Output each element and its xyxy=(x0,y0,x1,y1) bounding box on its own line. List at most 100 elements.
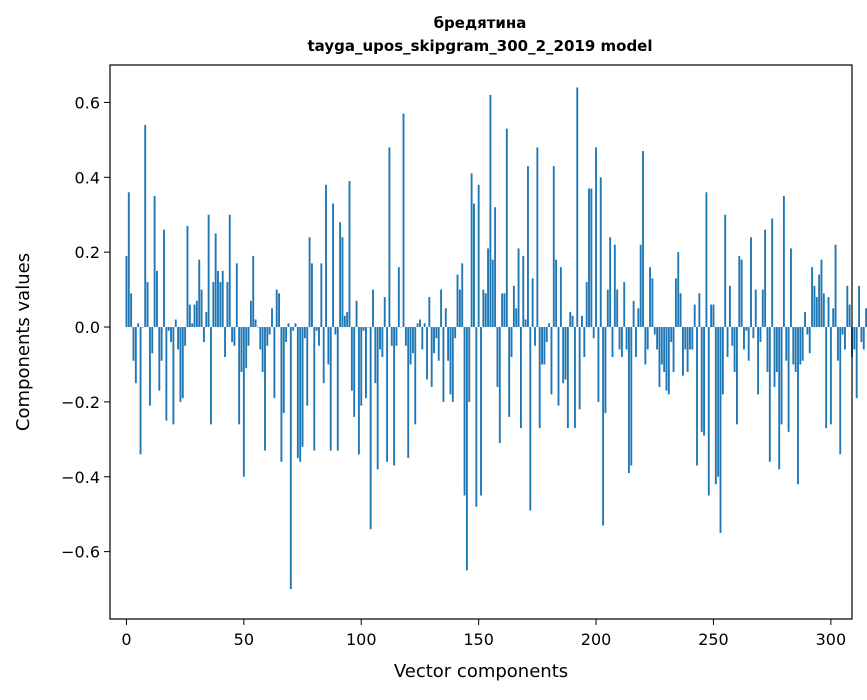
bar-144 xyxy=(464,327,466,495)
bar-29 xyxy=(194,305,196,327)
bar-272 xyxy=(764,230,766,327)
bar-302 xyxy=(835,245,837,327)
y-axis-label: Components values xyxy=(13,253,34,431)
bar-197 xyxy=(588,189,590,328)
bar-176 xyxy=(539,327,541,428)
bar-164 xyxy=(511,327,513,357)
bar-2 xyxy=(130,293,132,327)
bar-141 xyxy=(457,275,459,327)
bar-195 xyxy=(583,327,585,357)
bar-8 xyxy=(144,125,146,327)
bar-108 xyxy=(379,327,381,349)
bar-254 xyxy=(722,327,724,394)
bar-264 xyxy=(745,327,747,331)
bar-236 xyxy=(680,293,682,327)
bar-67 xyxy=(283,327,285,413)
bar-249 xyxy=(710,305,712,327)
bar-161 xyxy=(504,293,506,327)
bar-168 xyxy=(520,327,522,428)
bar-82 xyxy=(318,327,320,346)
bar-138 xyxy=(450,327,452,394)
bar-307 xyxy=(846,286,848,327)
bar-123 xyxy=(414,327,416,424)
bar-98 xyxy=(356,301,358,327)
bar-89 xyxy=(334,327,336,334)
bar-132 xyxy=(435,327,437,338)
bar-16 xyxy=(163,230,165,327)
bar-166 xyxy=(515,308,517,327)
bar-0 xyxy=(126,256,128,327)
bar-52 xyxy=(248,327,250,346)
bar-243 xyxy=(696,327,698,466)
bar-205 xyxy=(607,290,609,327)
bar-40 xyxy=(219,282,221,327)
bar-253 xyxy=(720,327,722,533)
bar-215 xyxy=(630,327,632,466)
bar-294 xyxy=(816,297,818,327)
bar-44 xyxy=(229,215,231,327)
bar-292 xyxy=(811,267,813,327)
bar-216 xyxy=(633,301,635,327)
bar-53 xyxy=(250,301,252,327)
bar-3 xyxy=(133,327,135,361)
bar-285 xyxy=(795,327,797,372)
bar-229 xyxy=(663,327,665,372)
bar-55 xyxy=(255,320,257,327)
y-tick-label-2: −0.2 xyxy=(61,393,100,412)
bar-196 xyxy=(586,282,588,327)
bar-27 xyxy=(189,305,191,327)
bar-129 xyxy=(428,297,430,327)
bar-47 xyxy=(236,263,238,327)
bar-210 xyxy=(619,327,621,349)
bar-199 xyxy=(593,327,595,338)
bar-84 xyxy=(323,327,325,383)
bar-175 xyxy=(536,147,538,327)
bar-225 xyxy=(654,327,656,334)
bar-207 xyxy=(612,327,614,357)
bar-192 xyxy=(576,87,578,327)
bar-104 xyxy=(370,327,372,529)
bar-298 xyxy=(825,327,827,428)
bar-76 xyxy=(304,327,306,338)
y-tick-label-3: 0.0 xyxy=(75,318,100,337)
bar-262 xyxy=(741,260,743,327)
bar-232 xyxy=(670,327,672,342)
bar-19 xyxy=(170,327,172,342)
bar-79 xyxy=(311,263,313,327)
bar-36 xyxy=(210,327,212,424)
bar-94 xyxy=(346,312,348,327)
bar-187 xyxy=(565,327,567,379)
bar-68 xyxy=(285,327,287,342)
bar-107 xyxy=(377,327,379,469)
bar-59 xyxy=(264,327,266,451)
bar-270 xyxy=(759,327,761,342)
bar-6 xyxy=(140,327,142,454)
bar-296 xyxy=(821,260,823,327)
bar-300 xyxy=(830,327,832,424)
bar-24 xyxy=(182,327,184,398)
x-tick-label-6: 300 xyxy=(816,630,847,649)
bar-182 xyxy=(553,166,555,327)
bar-258 xyxy=(731,327,733,346)
bar-217 xyxy=(635,327,637,357)
bar-193 xyxy=(579,327,581,409)
bar-286 xyxy=(797,327,799,484)
bar-219 xyxy=(640,245,642,327)
bar-189 xyxy=(569,312,571,327)
bar-127 xyxy=(424,323,426,327)
bar-266 xyxy=(750,237,752,327)
bar-228 xyxy=(661,327,663,364)
bar-301 xyxy=(832,308,834,327)
bar-147 xyxy=(471,174,473,327)
bar-259 xyxy=(734,327,736,372)
bar-184 xyxy=(558,327,560,406)
bar-227 xyxy=(659,327,661,387)
bar-74 xyxy=(299,327,301,462)
chart-subtitle: tayga_upos_skipgram_300_2_2019 model xyxy=(308,37,653,55)
bar-245 xyxy=(701,327,703,432)
bar-208 xyxy=(614,245,616,327)
bar-212 xyxy=(623,282,625,327)
bar-279 xyxy=(781,327,783,424)
bar-155 xyxy=(489,95,491,327)
